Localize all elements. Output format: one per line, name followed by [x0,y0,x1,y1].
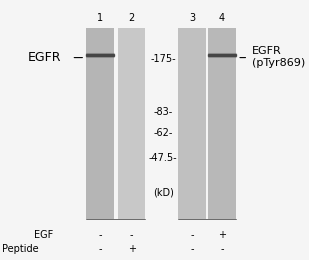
Text: EGFR: EGFR [28,51,62,64]
Text: -175-: -175- [150,54,176,64]
Text: -: - [220,244,224,255]
Text: -: - [99,244,102,255]
Bar [118,28,146,219]
Text: +: + [218,230,226,240]
Text: -: - [190,230,194,240]
Text: (pTyr869): (pTyr869) [252,58,306,68]
Text: EGFR: EGFR [252,46,282,56]
Text: 1: 1 [97,12,103,23]
Text: (kD): (kD) [153,187,174,197]
Text: -: - [190,244,194,255]
Text: EGF: EGF [34,230,53,240]
Text: Peptide: Peptide [2,244,39,255]
Text: 4: 4 [219,12,225,23]
Text: -47.5-: -47.5- [149,153,177,164]
Text: -: - [99,230,102,240]
Bar [178,28,206,219]
Text: 3: 3 [189,12,195,23]
Text: +: + [128,244,136,255]
Text: -: - [130,230,133,240]
Text: -83-: -83- [154,107,173,117]
Text: 2: 2 [129,12,135,23]
Bar [87,28,114,219]
Bar [208,28,236,219]
Text: -62-: -62- [154,128,173,138]
